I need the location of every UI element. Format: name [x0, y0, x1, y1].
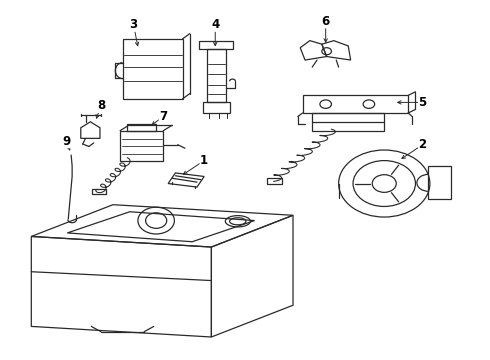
Text: 3: 3 — [129, 18, 138, 31]
Text: 5: 5 — [418, 96, 427, 109]
Text: 2: 2 — [418, 138, 427, 151]
Text: 8: 8 — [97, 99, 105, 112]
Text: 7: 7 — [159, 110, 168, 123]
Text: 4: 4 — [211, 18, 220, 31]
Text: 1: 1 — [200, 154, 208, 167]
Text: 6: 6 — [321, 15, 330, 28]
Text: 9: 9 — [62, 135, 71, 148]
